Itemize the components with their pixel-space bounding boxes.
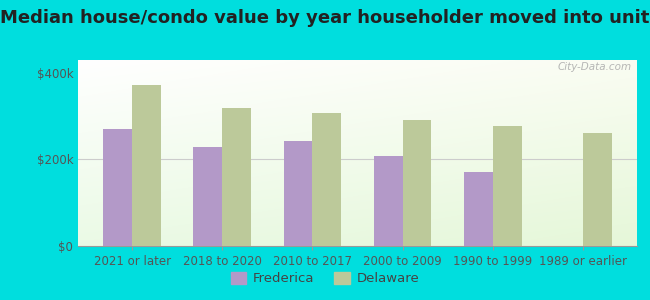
Bar <box>132 85 161 246</box>
Bar <box>464 172 493 246</box>
Bar <box>283 141 313 246</box>
Bar <box>313 113 341 246</box>
Bar <box>402 120 432 246</box>
Bar <box>493 126 521 246</box>
Legend: Frederica, Delaware: Frederica, Delaware <box>226 266 424 290</box>
Bar <box>374 156 402 246</box>
Bar <box>222 108 251 246</box>
Bar <box>103 129 132 246</box>
Bar <box>583 133 612 246</box>
Bar <box>194 147 222 246</box>
Text: City-Data.com: City-Data.com <box>557 62 631 72</box>
Text: Median house/condo value by year householder moved into unit: Median house/condo value by year househo… <box>0 9 650 27</box>
